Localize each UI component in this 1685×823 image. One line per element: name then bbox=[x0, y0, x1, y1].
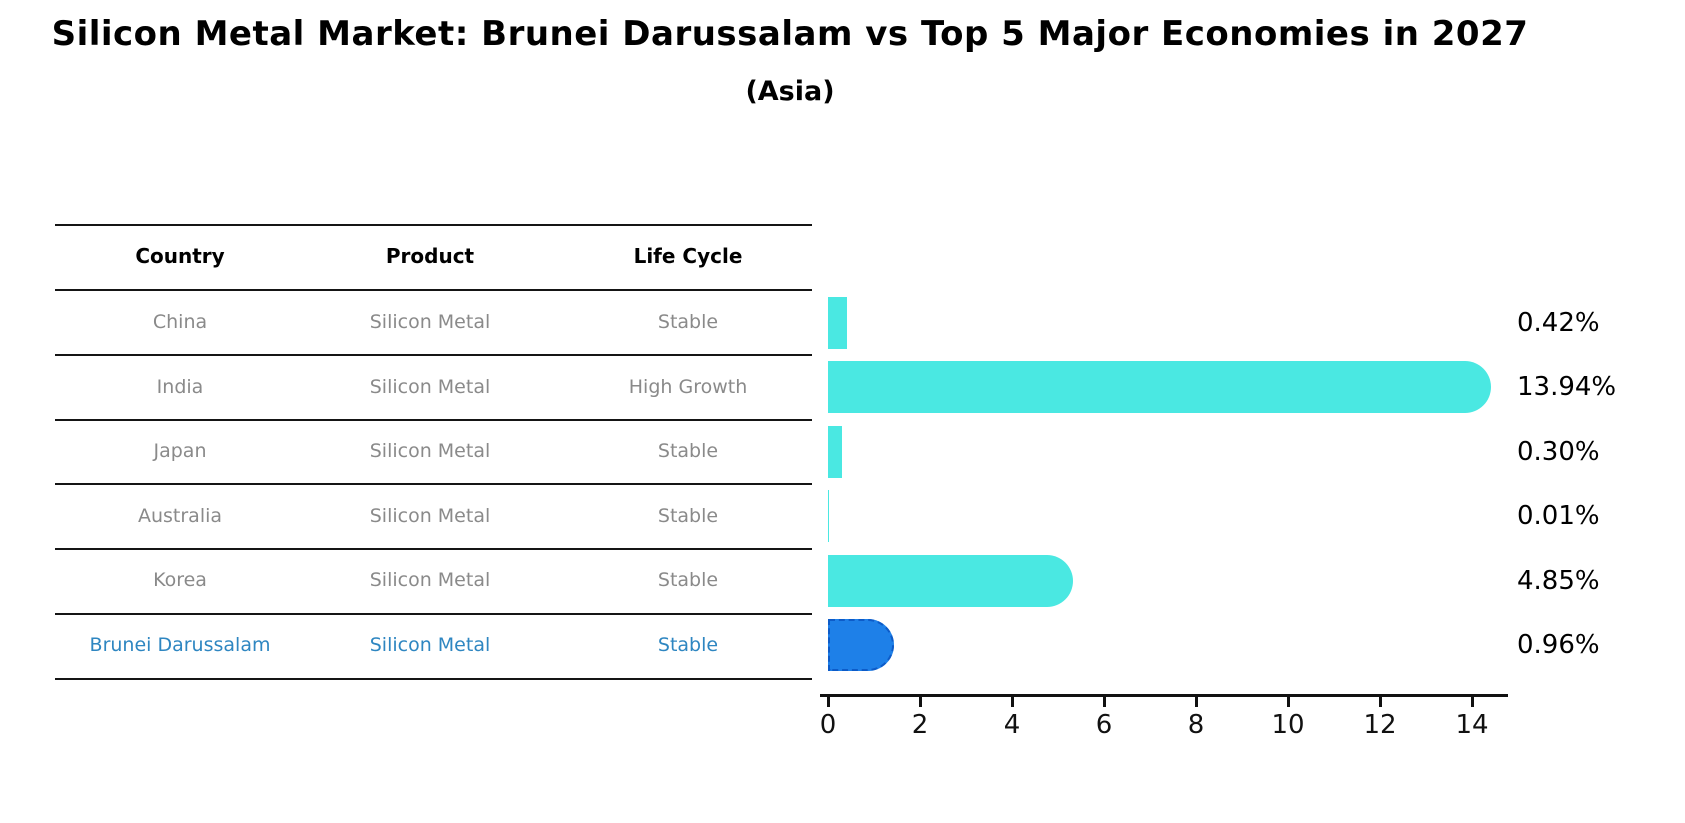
x-axis-line bbox=[820, 694, 1508, 697]
x-axis-tick-label: 6 bbox=[1095, 710, 1113, 740]
table-cell-life-cycle: High Growth bbox=[628, 376, 748, 398]
table-cell-country: Korea bbox=[153, 569, 207, 591]
value-label: 0.01% bbox=[1517, 501, 1600, 531]
x-axis-tick-label: 8 bbox=[1187, 710, 1205, 740]
table-border-top bbox=[55, 224, 812, 226]
value-label: 0.42% bbox=[1517, 307, 1600, 338]
x-axis-tick bbox=[827, 694, 830, 707]
x-axis-tick-label: 4 bbox=[1003, 710, 1021, 740]
x-axis-tick bbox=[1471, 694, 1474, 707]
table-cell-life-cycle: Stable bbox=[657, 311, 719, 333]
table-header-life-cycle: Life Cycle bbox=[633, 244, 743, 268]
table-cell-life-cycle-highlight: Stable bbox=[657, 634, 719, 656]
bar-india bbox=[828, 361, 1492, 413]
x-axis-tick-label: 0 bbox=[819, 710, 837, 740]
table-cell-product: Silicon Metal bbox=[369, 311, 491, 333]
chart-subtitle: (Asia) bbox=[745, 76, 835, 107]
table-border-header bbox=[55, 289, 812, 291]
table-cell-country: China bbox=[152, 311, 208, 333]
table-border bbox=[55, 483, 812, 485]
x-axis-tick bbox=[1379, 694, 1382, 707]
table-cell-country-highlight: Brunei Darussalam bbox=[89, 634, 271, 656]
table-cell-life-cycle: Stable bbox=[657, 569, 719, 591]
table-cell-product: Silicon Metal bbox=[369, 569, 491, 591]
table-cell-product: Silicon Metal bbox=[369, 505, 491, 527]
x-axis-tick-label: 14 bbox=[1455, 710, 1489, 740]
value-label: 13.94% bbox=[1517, 372, 1617, 402]
table-cell-product: Silicon Metal bbox=[369, 376, 491, 398]
table-cell-country: Australia bbox=[137, 505, 223, 527]
chart-title: Silicon Metal Market: Brunei Darussalam … bbox=[51, 14, 1529, 54]
x-axis-tick bbox=[1195, 694, 1198, 707]
table-border-bottom bbox=[55, 678, 812, 680]
x-axis-tick-label: 2 bbox=[911, 710, 929, 740]
x-axis-tick bbox=[1103, 694, 1106, 707]
table-cell-product-highlight: Silicon Metal bbox=[369, 634, 491, 656]
x-axis-tick bbox=[1011, 694, 1014, 707]
table-header-country: Country bbox=[135, 244, 225, 268]
value-label: 0.96% bbox=[1517, 630, 1600, 660]
bar-japan bbox=[828, 425, 842, 478]
table-cell-life-cycle: Stable bbox=[657, 505, 719, 527]
bar-china bbox=[828, 296, 848, 349]
bar-korea bbox=[828, 554, 1074, 607]
table-cell-product: Silicon Metal bbox=[369, 440, 491, 462]
table-cell-country: Japan bbox=[153, 440, 207, 462]
x-axis-tick-label: 10 bbox=[1271, 710, 1305, 740]
table-border bbox=[55, 354, 812, 356]
x-axis-tick-label: 12 bbox=[1363, 710, 1397, 740]
table-header-product: Product bbox=[385, 244, 475, 268]
table-border bbox=[55, 613, 812, 615]
table-cell-country: India bbox=[156, 376, 204, 398]
bar-brunei-darussalam bbox=[828, 619, 895, 671]
value-label: 0.30% bbox=[1517, 436, 1600, 467]
value-label: 4.85% bbox=[1517, 565, 1600, 596]
table-cell-life-cycle: Stable bbox=[657, 440, 719, 462]
x-axis-tick bbox=[919, 694, 922, 707]
table-border bbox=[55, 419, 812, 421]
x-axis-tick bbox=[1287, 694, 1290, 707]
table-border bbox=[55, 548, 812, 550]
